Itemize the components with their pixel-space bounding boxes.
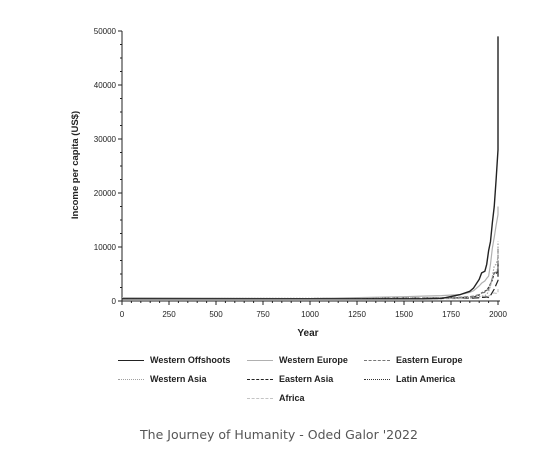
- x-tick-label: 1500: [395, 310, 413, 319]
- x-tick-label: 250: [162, 310, 176, 319]
- y-tick-label: 10000: [94, 243, 117, 252]
- series-line-eastern-europe: [122, 247, 499, 300]
- legend-item: Latin America: [364, 371, 455, 387]
- legend-swatch: [118, 378, 144, 380]
- caption: The Journey of Humanity - Oded Galor '20…: [140, 427, 418, 442]
- legend-swatch: [118, 359, 144, 361]
- legend-swatch: [247, 359, 273, 361]
- legend-label: Eastern Asia: [279, 374, 334, 384]
- legend-label: Western Offshoots: [150, 355, 231, 365]
- legend-item: Eastern Asia: [247, 371, 333, 387]
- legend-item: Western Europe: [247, 352, 348, 368]
- x-tick-label: 1750: [442, 310, 460, 319]
- legend-label: Western Asia: [150, 374, 207, 384]
- legend-swatch: [247, 378, 273, 380]
- legend-label: Western Europe: [279, 355, 348, 365]
- legend-item: Africa: [247, 390, 305, 406]
- y-tick-label: 50000: [94, 27, 117, 36]
- y-tick-label: 20000: [94, 189, 117, 198]
- x-tick-label: 1250: [348, 310, 366, 319]
- legend-label: Latin America: [396, 374, 456, 384]
- x-tick-label: 2000: [489, 310, 507, 319]
- y-axis-label: Income per capita (US$): [70, 111, 81, 219]
- legend-swatch: [247, 397, 273, 399]
- legend-swatch: [364, 378, 390, 380]
- legend-label: Africa: [279, 393, 305, 403]
- legend-item: Eastern Europe: [364, 352, 463, 368]
- legend-swatch: [364, 359, 390, 361]
- x-axis-label: Year: [297, 328, 318, 339]
- legend-item: Western Offshoots: [118, 352, 230, 368]
- series-line-western-asia: [122, 241, 499, 299]
- x-tick-label: 1000: [301, 310, 319, 319]
- series-line-western-europe: [121, 206, 499, 300]
- series-line-western-offshoots: [122, 36, 499, 300]
- y-tick-label: 40000: [94, 81, 117, 90]
- legend-item: Western Asia: [118, 371, 207, 387]
- x-tick-label: 0: [120, 310, 125, 319]
- series-line-latin-america: [122, 260, 499, 300]
- legend-label: Eastern Europe: [396, 355, 463, 365]
- y-tick-label: 30000: [94, 135, 117, 144]
- series-line-eastern-asia: [122, 263, 499, 300]
- y-tick-label: 0: [112, 297, 117, 306]
- legend: Western Offshoots Western Europe Eastern E…: [118, 352, 498, 412]
- x-tick-label: 750: [256, 310, 270, 319]
- axes: 0 10000 20000 30000 40000 50000 0 250 500 750 1000…: [94, 27, 508, 319]
- x-tick-label: 500: [209, 310, 223, 319]
- series-layer: [121, 36, 499, 300]
